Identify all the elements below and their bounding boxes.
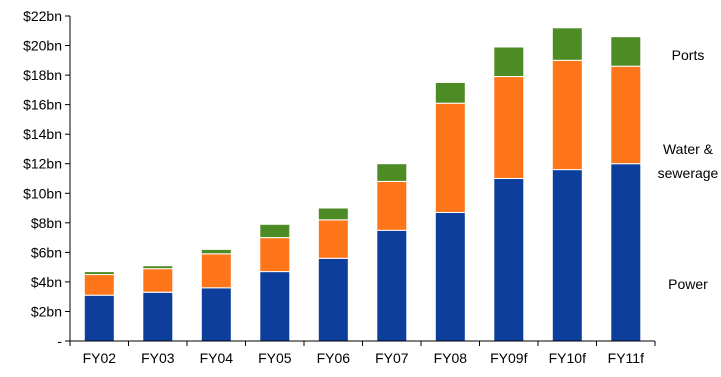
bar-water-sewerage-fy11f: [610, 65, 642, 165]
y-tick-label: $2bn: [31, 304, 62, 320]
bar-power-fy11f: [610, 163, 642, 342]
y-tick-label: $8bn: [31, 215, 62, 231]
x-tick-label: FY07: [375, 350, 409, 366]
bar-water-sewerage-fy04: [200, 253, 232, 289]
y-tick-label: $6bn: [31, 244, 62, 260]
y-tick-label: $20bn: [23, 38, 62, 54]
x-tick-label: FY03: [141, 350, 175, 366]
bar-ports-fy04: [200, 248, 232, 255]
bar-water-sewerage-fy05: [259, 237, 291, 273]
bar-ports-fy03: [142, 265, 174, 270]
bar-power-fy07: [376, 229, 408, 342]
y-tick-label: $14bn: [23, 126, 62, 142]
y-tick-label: $12bn: [23, 156, 62, 172]
x-tick-label: FY02: [83, 350, 117, 366]
x-tick-label: FY09f: [490, 350, 527, 366]
bar-ports-fy05: [259, 223, 291, 239]
bar-power-fy04: [200, 287, 232, 342]
y-tick-label: $18bn: [23, 67, 62, 83]
x-tick-label: FY10f: [549, 350, 586, 366]
bar-water-sewerage-fy02: [83, 274, 115, 296]
y-tick-label: $10bn: [23, 185, 62, 201]
bar-power-fy06: [317, 257, 349, 342]
bar-water-sewerage-fy03: [142, 268, 174, 293]
bar-water-sewerage-fy07: [376, 181, 408, 231]
bar-ports-fy02: [83, 271, 115, 276]
bar-ports-fy06: [317, 207, 349, 221]
bar-water-sewerage-fy06: [317, 219, 349, 259]
x-tick-label: FY06: [317, 350, 351, 366]
bar-ports-fy07: [376, 163, 408, 182]
bar-power-fy03: [142, 291, 174, 342]
y-tick-label: $4bn: [31, 274, 62, 290]
bar-ports-fy11f: [610, 36, 642, 67]
bars-group: [83, 27, 642, 342]
x-tick-label: FY08: [434, 350, 468, 366]
bar-power-fy02: [83, 294, 115, 342]
x-tick-label: FY04: [200, 350, 234, 366]
legend-label: sewerage: [658, 165, 719, 181]
legend-label: Water &: [663, 141, 714, 157]
y-tick-label: $16bn: [23, 97, 62, 113]
bar-power-fy05: [259, 271, 291, 342]
legend: Ports Water & sewerage Power: [658, 47, 719, 292]
bar-water-sewerage-fy10f: [551, 59, 583, 171]
bar-power-fy08: [434, 212, 466, 342]
bar-ports-fy08: [434, 82, 466, 104]
bar-water-sewerage-fy08: [434, 102, 466, 213]
y-tick-label: $22bn: [23, 8, 62, 24]
legend-label: Power: [668, 276, 708, 292]
x-tick-label: FY05: [258, 350, 292, 366]
bar-power-fy10f: [551, 169, 583, 342]
bar-water-sewerage-fy09f: [493, 76, 525, 179]
axes-group: FY02 FY03 FY04 FY05 FY06 FY07 FY08 FY09f FY10f FY…: [23, 8, 656, 366]
bar-ports-fy09f: [493, 46, 525, 77]
x-tick-label: FY11f: [608, 350, 644, 366]
bar-power-fy09f: [493, 178, 525, 342]
bar-ports-fy10f: [551, 27, 583, 61]
y-tick-label: -: [57, 333, 62, 349]
legend-label: Ports: [672, 47, 705, 63]
